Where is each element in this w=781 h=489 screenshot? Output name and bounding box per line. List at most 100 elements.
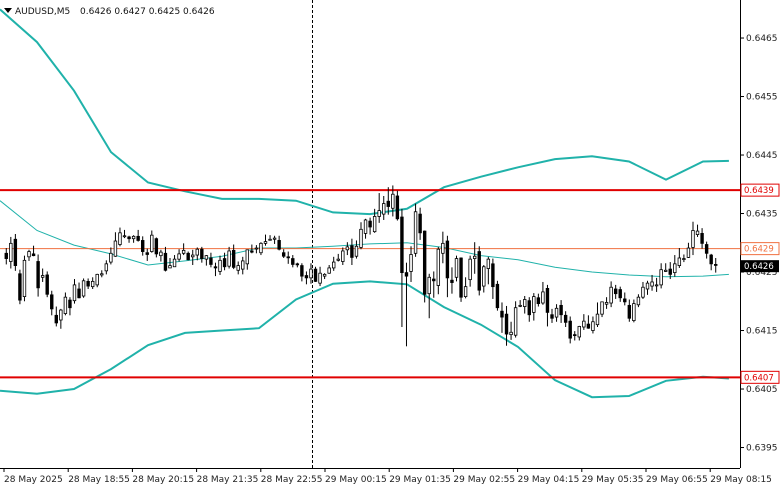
candle <box>454 255 459 282</box>
candle <box>677 248 682 268</box>
candle-body <box>463 286 468 297</box>
candle <box>600 301 604 318</box>
time-tick-label: 28 May 22:55 <box>261 475 323 485</box>
time-tick-label: 28 May 21:35 <box>197 475 259 485</box>
candle <box>191 249 195 266</box>
candle <box>118 227 122 247</box>
candle-body <box>231 249 236 268</box>
candle <box>231 244 236 270</box>
candle <box>277 235 281 251</box>
candle-body <box>227 250 231 267</box>
candle <box>413 203 418 257</box>
candle-body <box>623 298 627 303</box>
candle-body <box>504 313 509 335</box>
candle <box>436 246 441 295</box>
candle-body <box>568 320 572 339</box>
candle-body <box>686 247 691 258</box>
candle <box>468 255 472 287</box>
candle-body <box>154 238 159 255</box>
candle-body <box>245 249 250 265</box>
candle <box>354 240 359 259</box>
ohlc-readout: 0.6426 0.6427 0.6425 0.6426 <box>80 7 215 17</box>
candle-body <box>641 286 645 298</box>
candle <box>327 265 331 274</box>
bollinger-upper-line <box>0 8 729 216</box>
candle <box>613 284 618 299</box>
candle <box>54 306 58 327</box>
candle <box>609 281 613 308</box>
candle <box>186 251 190 261</box>
candle <box>168 257 172 269</box>
candle-body <box>691 230 695 248</box>
candle-body <box>432 278 436 282</box>
chart-menu-triangle-icon[interactable] <box>4 8 12 13</box>
candle <box>272 235 277 244</box>
candle <box>295 262 300 268</box>
candle-body <box>113 240 118 257</box>
candle-body <box>695 230 700 235</box>
candle-body <box>468 258 472 281</box>
candle <box>4 248 8 265</box>
candle-body <box>145 252 149 255</box>
level-label: 0.6429 <box>744 245 774 255</box>
candle <box>77 282 81 299</box>
current-price-box <box>741 260 779 273</box>
candle-body <box>304 275 309 279</box>
candle-body <box>9 242 13 262</box>
candle-body <box>404 272 409 277</box>
candle <box>13 234 18 271</box>
candle-body <box>545 288 550 313</box>
candle-body <box>163 252 168 271</box>
candle-body <box>709 254 713 265</box>
candle-body <box>177 253 181 260</box>
candle <box>486 256 491 285</box>
candle <box>177 249 181 262</box>
candle-body <box>77 288 81 299</box>
candlesticks <box>4 185 718 347</box>
candle <box>377 193 381 223</box>
price-tick-label: 0.6465 <box>746 34 778 44</box>
candle <box>482 265 486 293</box>
time-tick-label: 28 May 18:55 <box>68 475 130 485</box>
candle-body <box>422 230 427 295</box>
candle-body <box>81 280 86 297</box>
candle-body <box>295 263 300 266</box>
candle-body <box>122 235 127 238</box>
candle-body <box>627 304 632 319</box>
candle-body <box>513 307 518 336</box>
candle-body <box>327 267 331 274</box>
candle-body <box>254 247 259 250</box>
candle <box>241 256 245 275</box>
candle-body <box>136 235 140 241</box>
candle <box>714 257 718 273</box>
candle-body <box>441 242 445 254</box>
price-tick-label: 0.6445 <box>746 151 778 161</box>
price-tick-label: 0.6435 <box>746 210 778 220</box>
candle-body <box>45 274 49 295</box>
candle <box>659 263 663 289</box>
candle <box>213 262 218 277</box>
candle <box>372 208 377 233</box>
candle-body <box>241 260 245 270</box>
candle-body <box>436 248 441 286</box>
time-tick-label: 28 May 20:15 <box>132 475 194 485</box>
candle-body <box>27 251 31 258</box>
candle-body <box>645 282 650 290</box>
candle <box>95 273 99 288</box>
candle <box>250 244 254 254</box>
time-axis-ticks: 28 May 2025 28 May 18:55 28 May 20:15 28 Ma… <box>3 468 772 485</box>
candle-body <box>391 193 395 209</box>
candle-body <box>291 258 295 265</box>
candle-body <box>286 256 290 259</box>
candle <box>90 277 95 289</box>
candle-body <box>450 279 454 283</box>
candle <box>595 302 600 328</box>
candle <box>172 255 177 268</box>
candle <box>31 245 36 257</box>
price-tick-label: 0.6395 <box>746 444 778 454</box>
candle-body <box>141 240 145 252</box>
candle-body <box>218 259 222 272</box>
candle-body <box>372 216 377 233</box>
